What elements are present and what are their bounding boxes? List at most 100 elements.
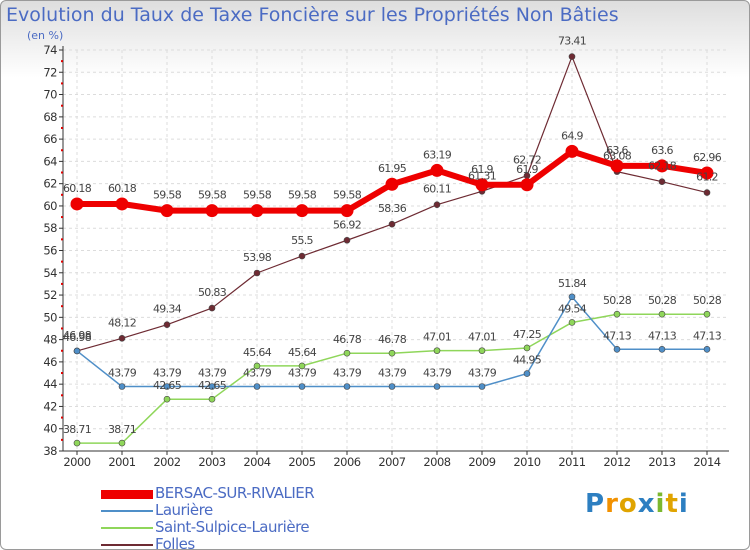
logo-letter: x (637, 489, 656, 519)
y-minor-tick (61, 60, 63, 63)
data-point (298, 383, 306, 390)
data-label: 43.79 (378, 367, 407, 380)
data-label: 63.6 (651, 144, 673, 157)
x-tick-label: 2005 (288, 455, 315, 469)
y-tick-label: 66 (43, 132, 57, 146)
data-label: 43.79 (333, 367, 362, 380)
data-label: 58.36 (378, 202, 407, 215)
data-label: 47.01 (423, 331, 451, 344)
data-label: 43.79 (198, 367, 227, 380)
data-label: 50.28 (648, 294, 677, 307)
y-tick-label: 46 (43, 355, 57, 369)
data-label: 42.65 (153, 379, 182, 392)
data-label: 61.2 (696, 171, 718, 184)
data-point (520, 178, 534, 192)
data-label: 63.08 (603, 150, 632, 163)
data-point (253, 269, 261, 277)
y-tick-label: 60 (43, 199, 57, 213)
y-axis-unit-label: (en %) (27, 29, 64, 42)
data-label: 45.64 (243, 346, 272, 359)
legend-swatch (101, 527, 153, 529)
data-point (388, 220, 396, 228)
data-point (340, 204, 354, 218)
y-minor-tick (61, 305, 63, 308)
data-label: 53.98 (243, 251, 272, 264)
chart-title: Evolution du Taux de Taxe Foncière sur l… (6, 4, 619, 26)
y-tick-label: 62 (43, 177, 57, 191)
data-label: 62.18 (648, 160, 677, 173)
data-label: 44.95 (513, 354, 542, 367)
y-minor-tick (61, 216, 63, 219)
data-point (703, 310, 711, 318)
y-tick-label: 40 (43, 422, 57, 436)
data-label: 50.28 (693, 294, 722, 307)
y-minor-tick (61, 282, 63, 285)
logo-letter: r (605, 489, 619, 519)
y-minor-tick (61, 82, 63, 85)
y-minor-tick (61, 394, 63, 397)
y-minor-tick (61, 193, 63, 196)
data-label: 42.65 (198, 379, 227, 392)
data-point (295, 204, 309, 218)
data-label: 61.95 (378, 162, 407, 175)
x-tick-label: 2011 (558, 455, 585, 469)
data-point (700, 166, 714, 180)
data-label: 43.79 (108, 367, 137, 380)
y-minor-tick (61, 349, 63, 352)
data-point (613, 310, 621, 318)
x-tick-label: 2013 (648, 455, 675, 469)
x-tick-label: 2014 (693, 455, 720, 469)
data-label: 43.79 (153, 367, 182, 380)
data-point (568, 319, 576, 326)
y-tick-label: 52 (43, 288, 57, 302)
y-minor-tick (61, 416, 63, 419)
data-label: 46.78 (333, 333, 362, 346)
data-point (433, 201, 441, 209)
data-point (73, 439, 81, 447)
data-point (205, 204, 219, 218)
legend-swatch (101, 544, 153, 546)
data-point (658, 178, 666, 185)
y-minor-tick (61, 438, 63, 441)
y-minor-tick (61, 104, 63, 107)
x-tick-label: 2002 (153, 455, 180, 469)
data-label: 47.01 (468, 331, 496, 344)
data-point (655, 159, 669, 173)
x-tick-label: 2010 (513, 455, 540, 469)
data-point (613, 346, 621, 353)
data-label: 46.98 (63, 329, 92, 342)
legend-label: Saint-Sulpice-Laurière (155, 518, 310, 536)
data-point (343, 383, 351, 390)
data-label: 43.79 (288, 367, 317, 380)
data-label: 38.71 (108, 423, 136, 436)
y-tick-label: 42 (43, 399, 57, 413)
data-label: 43.79 (423, 367, 452, 380)
data-point (73, 347, 81, 355)
data-label: 61.9 (471, 163, 493, 176)
y-tick-label: 58 (43, 221, 57, 235)
data-label: 59.58 (198, 189, 227, 202)
data-point (475, 178, 489, 192)
data-point (388, 349, 396, 357)
data-point (343, 349, 351, 357)
data-point (568, 293, 576, 301)
grid-lines (63, 49, 729, 452)
data-label: 38.71 (63, 423, 91, 436)
data-point (118, 334, 126, 342)
data-point (118, 439, 126, 447)
data-point (385, 177, 399, 191)
data-point (163, 383, 171, 390)
data-label: 62.96 (693, 151, 722, 164)
y-minor-tick (61, 238, 63, 241)
data-point (703, 189, 711, 196)
y-tick-label: 68 (43, 110, 57, 124)
y-minor-tick (61, 149, 63, 152)
y-tick-label: 38 (43, 444, 57, 458)
y-tick-label: 48 (43, 333, 57, 347)
data-label: 59.58 (288, 189, 317, 202)
data-label: 63.19 (423, 148, 452, 161)
data-point (208, 383, 216, 390)
data-label: 47.13 (693, 329, 722, 342)
data-label: 55.5 (291, 234, 313, 247)
data-label: 49.54 (558, 302, 587, 315)
